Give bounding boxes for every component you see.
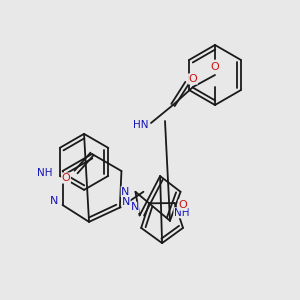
Text: N: N	[50, 196, 59, 206]
Text: O: O	[178, 200, 187, 210]
Text: NH: NH	[37, 168, 52, 178]
Text: N: N	[122, 196, 130, 206]
Text: HN: HN	[134, 120, 149, 130]
Text: O: O	[61, 173, 70, 183]
Text: O: O	[211, 62, 219, 72]
Text: NH: NH	[174, 208, 190, 218]
Text: N: N	[130, 202, 139, 212]
Text: O: O	[189, 74, 197, 84]
Text: N: N	[121, 187, 130, 197]
